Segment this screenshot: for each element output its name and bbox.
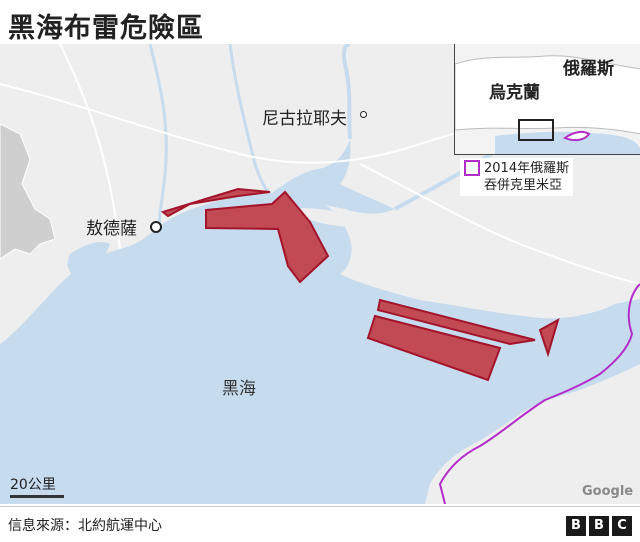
map-attribution: Google (582, 484, 634, 499)
bbc-logo-letter: B (566, 516, 586, 536)
inset-locator-map: 俄羅斯 烏克蘭 (454, 44, 640, 155)
moldova-area (0, 123, 56, 260)
inset-focus-box (518, 119, 554, 141)
danger-zone-1 (160, 187, 271, 218)
label-odessa: 敖德薩 (86, 219, 137, 239)
nikolaev-marker (360, 111, 367, 118)
river-small-2 (228, 44, 272, 196)
road-3 (359, 163, 640, 285)
inset-label-russia: 俄羅斯 (563, 59, 614, 79)
source-text: 信息來源：北約航運中心 (8, 518, 162, 534)
bbc-logo-letter: C (612, 516, 632, 536)
odessa-marker (150, 221, 162, 233)
inset-sea (495, 131, 640, 154)
river-small-1 (148, 44, 168, 227)
crimea-border (438, 283, 640, 504)
danger-zone-4 (366, 314, 502, 382)
scale-bar: 20公里 (10, 474, 64, 498)
page-title: 黑海布雷危險區 (8, 13, 204, 44)
scale-label: 20公里 (10, 477, 56, 493)
legend-crimea-text: 2014年俄羅斯 吞併克里米亞 (484, 161, 570, 193)
road-2 (59, 44, 121, 250)
dniester-estuary (67, 242, 110, 280)
estuary (270, 139, 395, 214)
legend: 2014年俄羅斯 吞併克里米亞 (460, 158, 574, 196)
black-sea (0, 194, 640, 504)
scale-line (10, 495, 64, 498)
crimea-legend-swatch (464, 160, 480, 176)
danger-zone-3 (376, 298, 536, 346)
footer: 信息來源：北約航運中心 B B C (0, 506, 640, 542)
danger-zone-2 (205, 190, 330, 284)
inset-crimea (562, 130, 591, 142)
river-bug (341, 44, 352, 140)
inset-label-ukraine: 烏克蘭 (489, 83, 540, 103)
label-nikolaev: 尼古拉耶夫 (262, 109, 347, 129)
tendra-spit (290, 208, 365, 227)
danger-zone-5 (538, 317, 560, 358)
inset-canvas (455, 55, 640, 154)
bbc-logo: B B C (566, 516, 632, 536)
label-black-sea: 黑海 (222, 379, 256, 399)
bbc-logo-letter: B (589, 516, 609, 536)
map[interactable]: 尼古拉耶夫 敖德薩 黑海 俄羅斯 烏克蘭 2014年俄羅斯 吞併克里米亞 20公… (0, 44, 640, 504)
inset-ukraine (455, 55, 640, 135)
